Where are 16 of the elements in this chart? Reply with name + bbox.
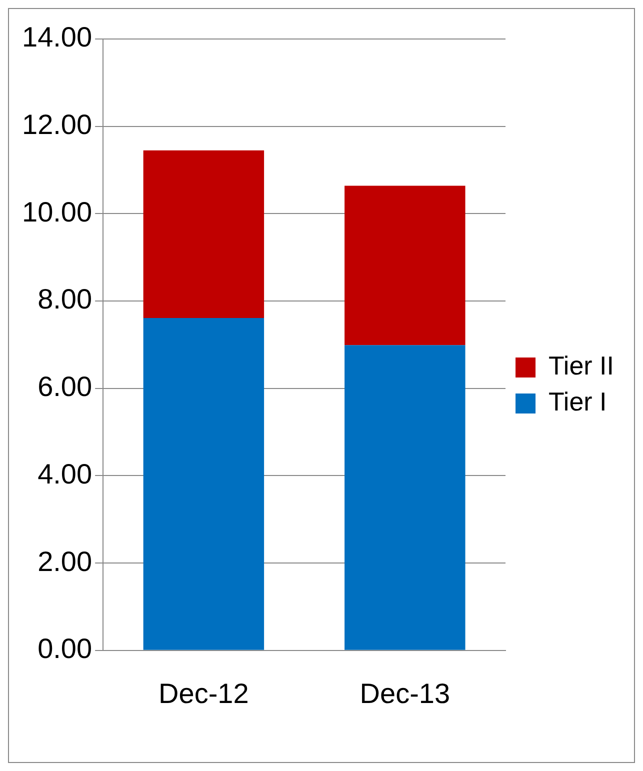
y-tick-label: 4.00: [38, 458, 92, 490]
y-tick-label: 14.00: [22, 22, 92, 53]
bar: [344, 186, 466, 346]
bar: [143, 150, 264, 318]
legend-label: Tier II: [548, 350, 614, 381]
x-tick-label: Dec-13: [360, 678, 450, 709]
y-tick-label: 12.00: [22, 109, 92, 140]
bar: [143, 318, 264, 650]
y-tick-label: 8.00: [38, 284, 92, 315]
y-tick-label: 0.00: [38, 633, 92, 664]
y-tick-label: 10.00: [22, 196, 92, 228]
y-tick-label: 6.00: [38, 371, 92, 402]
legend-label: Tier I: [548, 386, 607, 417]
y-tick-label: 2.00: [38, 546, 92, 577]
bar: [344, 345, 466, 650]
x-tick-label: Dec-12: [158, 678, 249, 709]
